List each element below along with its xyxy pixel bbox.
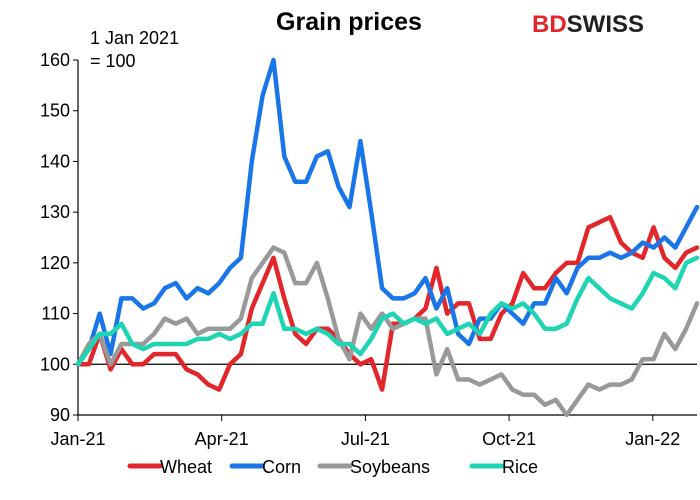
x-tick-label: Jul-21 [341, 429, 390, 449]
x-tick-label: Apr-21 [195, 429, 249, 449]
legend-label-wheat: Wheat [160, 457, 212, 477]
legend-label-corn: Corn [262, 457, 301, 477]
brand-logo-part1: BD [532, 11, 567, 38]
y-tick-label: 130 [40, 202, 70, 222]
chart-title: Grain prices [276, 8, 422, 36]
y-tick-label: 110 [41, 304, 70, 324]
x-tick-label: Oct-21 [482, 429, 536, 449]
brand-logo: BDSWISS [532, 11, 644, 38]
annotation-line-1: 1 Jan 2021 [90, 28, 179, 48]
series-line-soybeans [75, 245, 700, 418]
legend-label-rice: Rice [502, 457, 538, 477]
series-line-rice [75, 255, 700, 367]
y-tick-label: 120 [40, 253, 70, 273]
y-tick-label: 140 [40, 151, 70, 171]
y-tick-label: 90 [50, 405, 70, 425]
x-tick-label: Jan-21 [50, 429, 105, 449]
y-tick-label: 100 [40, 354, 70, 374]
brand-logo-part2: SWISS [567, 11, 644, 38]
series-line-wheat [75, 214, 700, 392]
x-tick-label: Jan-22 [625, 429, 680, 449]
annotation-line-2: = 100 [90, 51, 136, 71]
brand-logo-text: BDSWISS [532, 11, 644, 38]
series-layer [75, 57, 700, 418]
y-tick-label: 160 [40, 50, 70, 70]
legend: Wheat Corn Soybeans Rice [127, 457, 538, 477]
legend-label-soybeans: Soybeans [350, 457, 430, 477]
series-line-corn [75, 57, 700, 367]
y-tick-label: 150 [40, 101, 70, 121]
axes: 90 100 110 120 130 140 150 160 Jan-21 Apr-21 Jul-2… [40, 50, 697, 449]
